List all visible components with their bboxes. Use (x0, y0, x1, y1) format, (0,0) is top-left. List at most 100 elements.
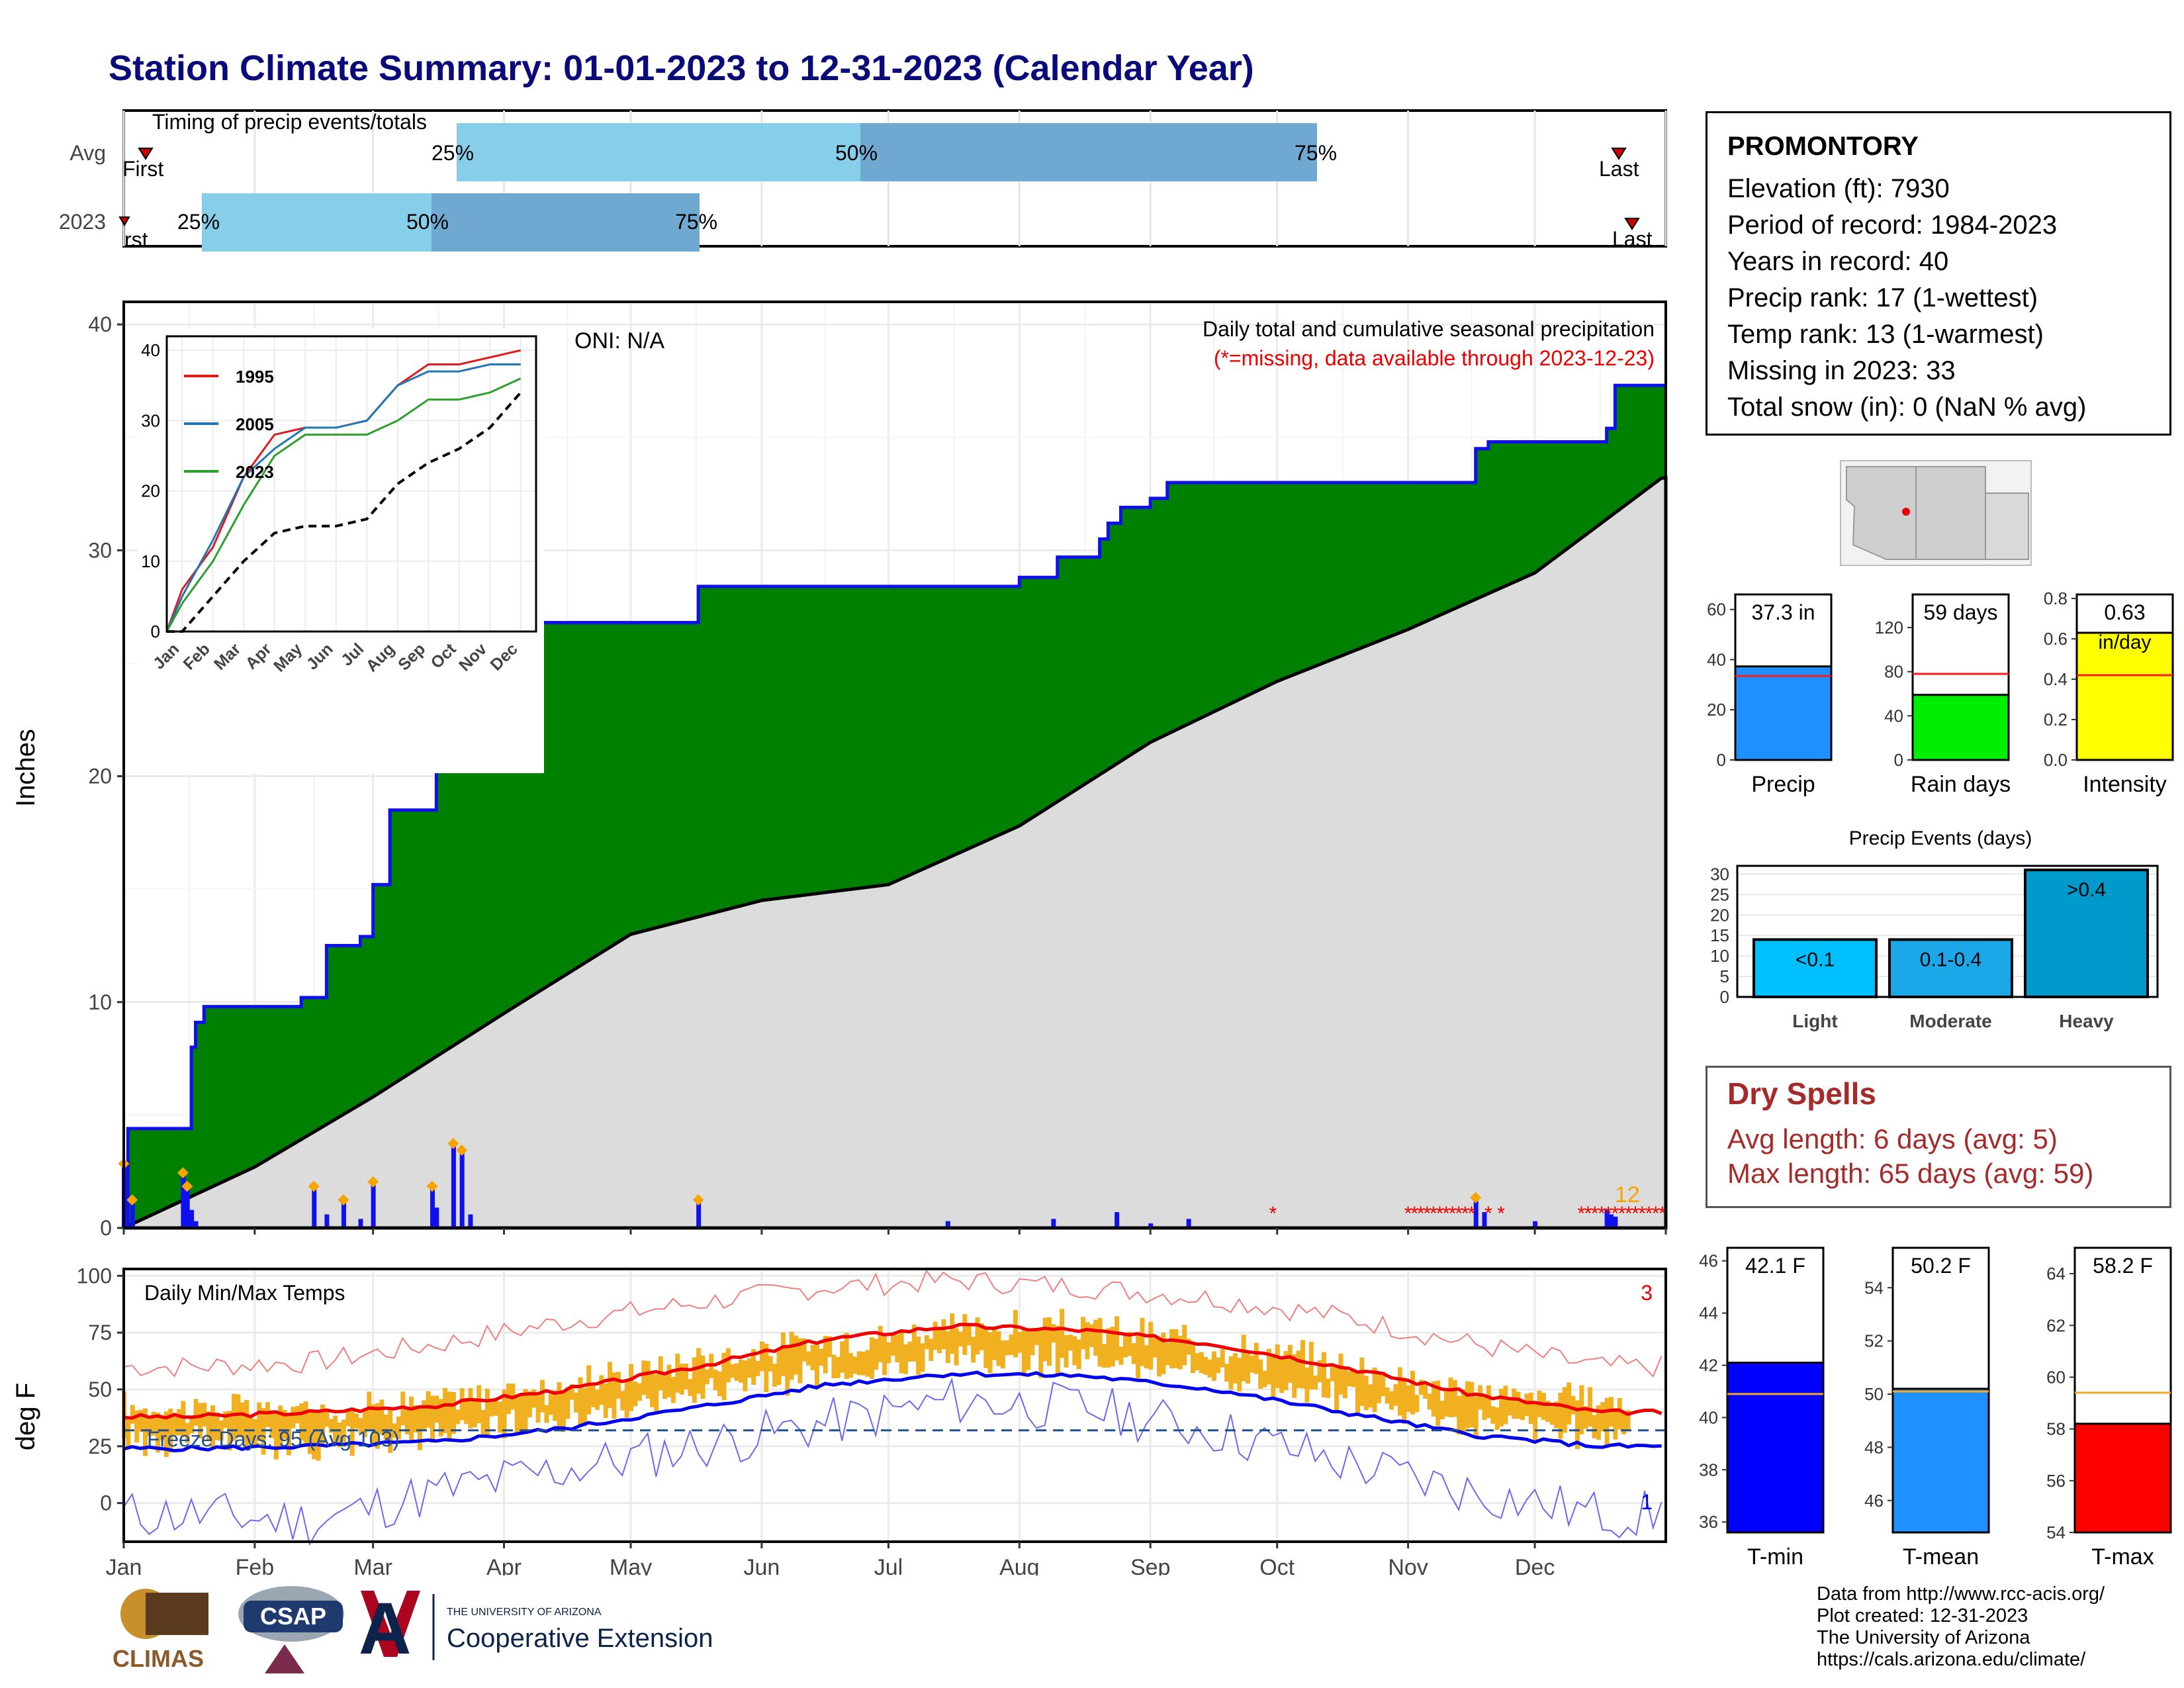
daily-precip-marker (177, 1167, 189, 1179)
events-title: Precip Events (days) (1849, 827, 2032, 849)
daily-temp-bar (1253, 1342, 1259, 1374)
record-high-count: 3 (1641, 1281, 1653, 1305)
record-low-count: 1 (1641, 1490, 1653, 1514)
daily-temp-bar (929, 1338, 934, 1361)
summary-ytick-label: 0.4 (2044, 669, 2068, 689)
daily-temp-bar (392, 1423, 397, 1438)
daily-temp-bar (819, 1348, 824, 1366)
summary-ytick-label: 46 (1699, 1251, 1718, 1271)
daily-temp-bar (983, 1327, 989, 1368)
daily-temp-bar (214, 1412, 220, 1440)
daily-temp-bar (1085, 1322, 1090, 1360)
summary-ytick-label: 44 (1699, 1303, 1718, 1323)
daily-temp-bar (527, 1391, 532, 1418)
daily-precip-bar (430, 1187, 435, 1228)
daily-temp-bar (240, 1402, 245, 1438)
summary-ytick-label: 20 (1707, 700, 1726, 720)
daily-temp-bar (1271, 1357, 1276, 1398)
daily-temp-bar (954, 1328, 959, 1366)
daily-temp-bar (594, 1389, 600, 1410)
daily-temp-bar (1435, 1380, 1441, 1426)
daily-temp-bar (1490, 1406, 1496, 1424)
avg-q50-q75-bar (860, 123, 1317, 181)
daily-temp-bar (865, 1350, 870, 1377)
daily-temp-bar (962, 1314, 968, 1355)
daily-temp-bar (1499, 1389, 1504, 1427)
daily-temp-bar (1292, 1354, 1297, 1398)
daily-precip-marker (338, 1194, 349, 1206)
daily-temp-bar (561, 1393, 566, 1432)
summary-bar-value: 59 days (1923, 600, 1997, 624)
precip-ytick-label: 30 (88, 538, 112, 562)
daily-temp-bar (489, 1399, 494, 1417)
daily-precip-bar (468, 1214, 473, 1228)
daily-temp-bar (320, 1404, 326, 1447)
avg-last-label: Last (1599, 157, 1639, 181)
daily-temp-bar (950, 1313, 955, 1354)
daily-temp-bar (768, 1356, 773, 1372)
daily-temp-bar (345, 1409, 351, 1427)
daily-temp-bar (151, 1411, 156, 1436)
daily-temp-bar (362, 1410, 367, 1438)
precip-panel: * *********** * * ************* 0 10 20 30 40 Da… (11, 301, 1668, 1240)
daily-temp-bar (823, 1336, 828, 1374)
inset-series-line (165, 363, 521, 632)
month-label: Feb (236, 1555, 275, 1575)
daily-temp-bar (1545, 1401, 1551, 1422)
daily-temp-bar (303, 1401, 308, 1445)
daily-temp-bar (1338, 1353, 1343, 1395)
daily-temp-bar (544, 1405, 549, 1423)
daily-temp-bar (1250, 1355, 1255, 1373)
daily-precip-bar (945, 1221, 950, 1228)
daily-temp-bar (920, 1343, 925, 1372)
daily-precip-bar (1473, 1198, 1479, 1228)
daily-precip-bar (358, 1219, 363, 1228)
daily-temp-bar (1330, 1364, 1335, 1382)
daily-temp-bar (1211, 1351, 1216, 1382)
daily-temp-bar (514, 1397, 520, 1434)
daily-temp-bar (134, 1410, 140, 1442)
daily-temp-bar (637, 1383, 642, 1401)
dry-spells-max: Max length: 65 days (avg: 59) (1727, 1158, 2094, 1189)
freeze-days-label: Freeze Days: 95 (Avg 103) (147, 1427, 400, 1451)
y2023-first-marker (118, 216, 130, 226)
precip-yaxis: 0 10 20 30 40 (88, 312, 124, 1240)
daily-temp-bar (1385, 1387, 1390, 1404)
summary-ytick-label: 50 (1864, 1384, 1884, 1404)
cumulative-line (124, 383, 1666, 1230)
daily-temp-bar (1072, 1336, 1077, 1366)
daily-precip-marker (1470, 1192, 1482, 1203)
intensity-summary-bar: 0.0 0.2 0.4 0.6 0.8 0.63 in/day Intensity (2044, 588, 2174, 797)
daily-precip-bar (1604, 1209, 1610, 1228)
summary-bar-value: 37.3 in (1751, 600, 1815, 624)
daily-temp-bar (886, 1342, 891, 1364)
daily-temp-bar (1321, 1352, 1326, 1397)
daily-temp-bar (662, 1374, 668, 1399)
summary-bar-value: 42.1 F (1745, 1254, 1805, 1278)
daily-temp-bar (417, 1405, 422, 1450)
summary-bar-unit: in/day (2098, 632, 2151, 653)
daily-temp-bar (1106, 1328, 1111, 1368)
daily-temp-bar (459, 1388, 465, 1421)
missing-marker: * (1652, 1203, 1660, 1225)
missing-marker: * (1638, 1203, 1646, 1225)
temps-frame (122, 1268, 1667, 1543)
daily-temp-bar (1064, 1335, 1069, 1368)
daily-temp-bar (856, 1351, 862, 1376)
daily-temp-bar (269, 1410, 275, 1438)
summary-bar-value: 50.2 F (1911, 1254, 1971, 1278)
month-label: Jan (106, 1555, 142, 1575)
inset-ytick-label: 30 (141, 410, 160, 430)
summary-bar-fill (2073, 1423, 2172, 1534)
daily-temp-bar (1524, 1393, 1529, 1417)
daily-temp-bar (586, 1365, 592, 1415)
daily-temp-bar (1051, 1324, 1056, 1343)
daily-temp-bar (498, 1401, 503, 1433)
daily-temp-bar (1203, 1356, 1208, 1375)
month-label: Nov (1388, 1555, 1428, 1575)
avg-q50-label: 50% (835, 141, 878, 165)
daily-temp-bar (1207, 1359, 1212, 1378)
daily-temp-bar (696, 1348, 702, 1394)
daily-temp-bar (835, 1356, 841, 1378)
daily-precip-bar (1051, 1219, 1056, 1228)
